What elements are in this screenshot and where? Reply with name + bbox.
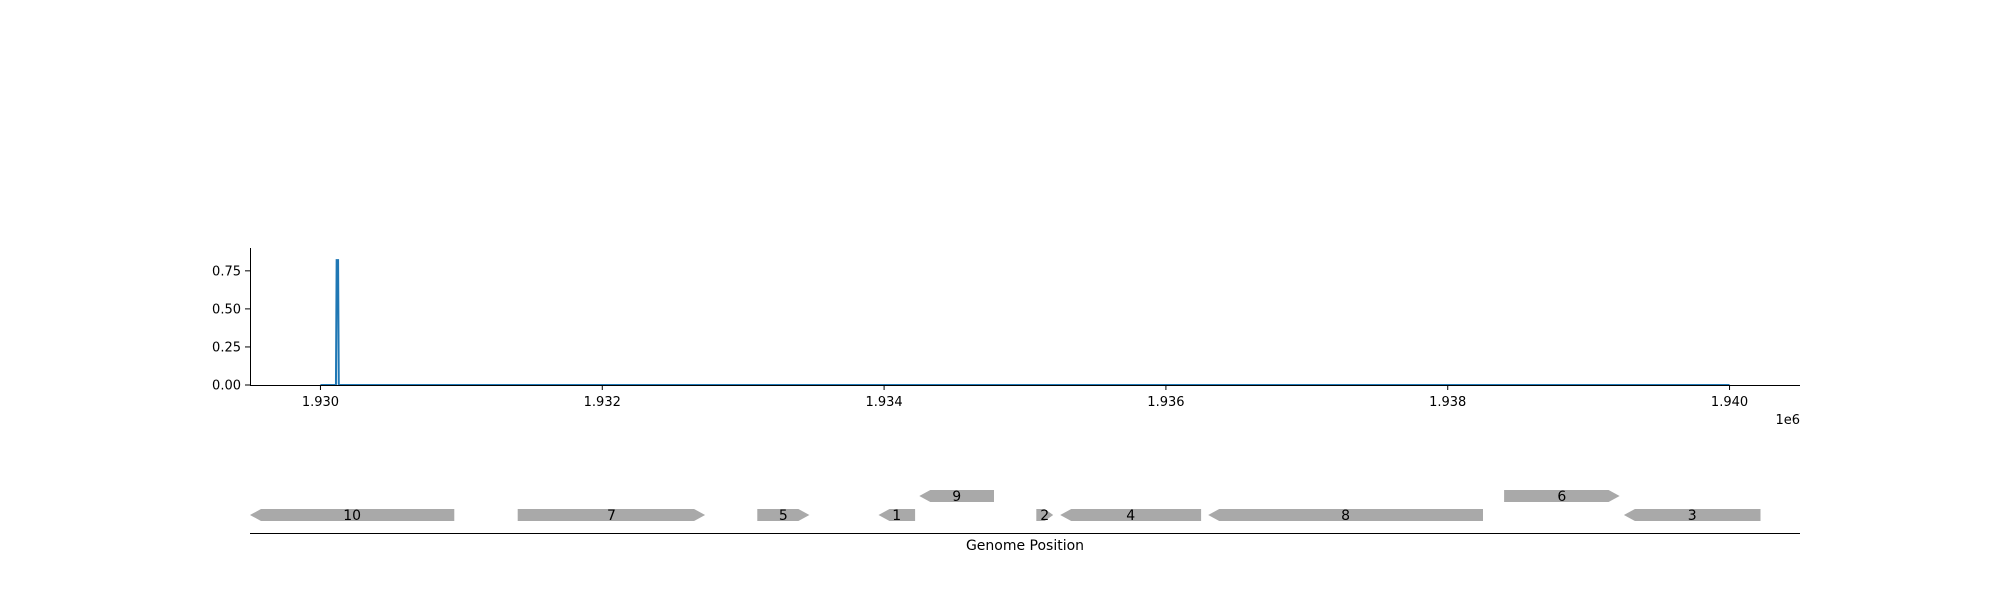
gene-feature-3 [1623, 509, 1761, 521]
gene-features: 10 7 5 1 9 2 4 8 6 3 [250, 489, 1761, 524]
gene-feature-8 [1208, 509, 1483, 521]
y-tick-label: 0.00 [212, 379, 241, 394]
gene-feature-9 [919, 490, 994, 502]
gene-label: 5 [779, 508, 788, 524]
y-tick-label: 0.75 [212, 264, 241, 279]
gene-label: 2 [1040, 508, 1049, 524]
coverage-axes: 1.930 1.932 1.934 1.936 1.938 1.940 0.00 0.25 0.… [212, 248, 1800, 410]
gene-feature-6 [1504, 490, 1620, 502]
coverage-line [320, 259, 1730, 386]
y-tick-label: 0.25 [212, 340, 241, 355]
gene-label: 9 [952, 489, 961, 505]
gene-feature-10 [250, 509, 455, 521]
gene-label: 7 [607, 508, 616, 524]
x-tick-label: 1.930 [302, 395, 339, 410]
gene-feature-5 [757, 509, 810, 521]
x-tick-label: 1.934 [865, 395, 902, 410]
x-tick-label: 1.938 [1429, 395, 1466, 410]
gene-feature-7 [517, 509, 706, 521]
gene-label: 8 [1341, 508, 1350, 524]
y-tick-label: 0.50 [212, 302, 241, 317]
x-tick-label: 1.932 [584, 395, 621, 410]
x-axis-offset-label: 1e6 [1775, 413, 1800, 428]
gene-track: 10 7 5 1 9 2 4 8 6 3 Genome Position [250, 489, 1800, 554]
gene-track-xlabel: Genome Position [966, 538, 1084, 554]
gene-label: 10 [343, 508, 361, 524]
gene-feature-1 [878, 509, 916, 521]
gene-label: 4 [1126, 508, 1135, 524]
gene-feature-4 [1060, 509, 1202, 521]
coverage-plot: 1.930 1.932 1.934 1.936 1.938 1.940 0.00 0.25 0.… [212, 248, 1800, 428]
x-tick-label: 1.936 [1147, 395, 1184, 410]
gene-label: 6 [1557, 489, 1566, 505]
gene-label: 3 [1688, 508, 1697, 524]
gene-feature-2 [1036, 509, 1054, 521]
coverage-series [320, 259, 1730, 386]
gene-label: 1 [892, 508, 901, 524]
x-tick-label: 1.940 [1711, 395, 1748, 410]
